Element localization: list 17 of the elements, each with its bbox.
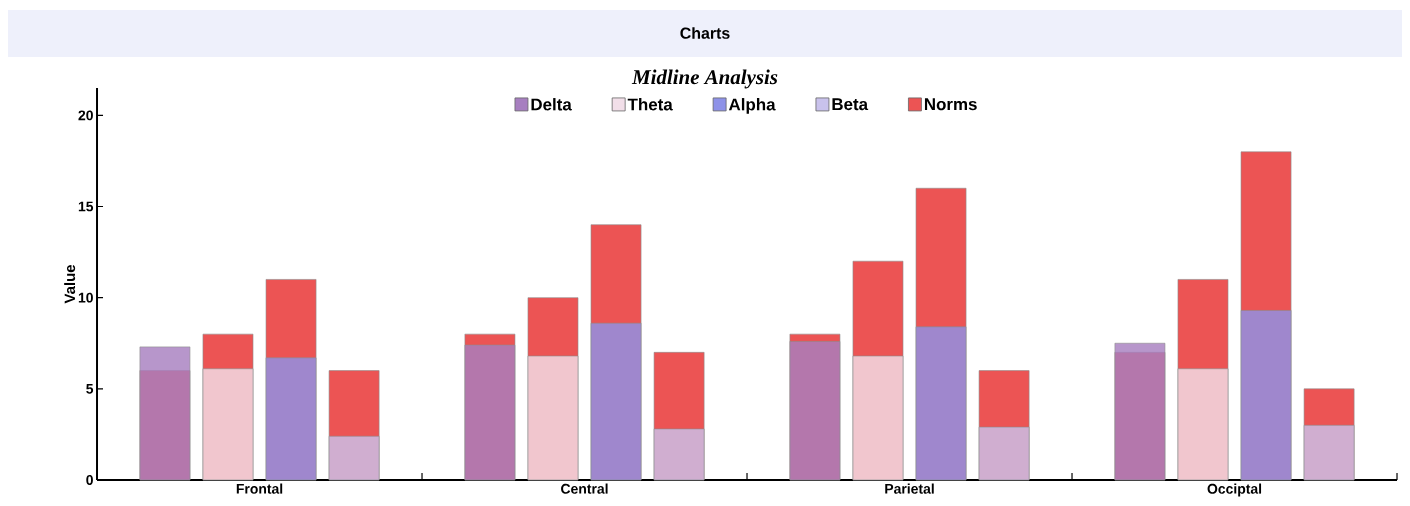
legend-label: Alpha [728, 98, 776, 114]
x-tick-label: Occiptal [1207, 483, 1262, 497]
y-tick-label: 0 [86, 475, 93, 485]
y-tick-label: 5 [86, 383, 94, 394]
legend-label: Norms [924, 98, 977, 111]
y-tick-label: 10 [78, 292, 93, 303]
x-tick-label: Frontal [236, 483, 283, 494]
legend-label: Theta [627, 98, 673, 111]
chart-title: Midline Analysis [631, 69, 778, 89]
y-tick-label: 15 [78, 201, 94, 212]
legend-label: Beta [832, 98, 869, 111]
y-tick-label: 20 [78, 110, 93, 121]
y-axis-title: Value [64, 264, 76, 304]
text: Charts [680, 27, 730, 39]
x-tick-label: Parietal [885, 483, 934, 494]
legend-label: Delta [531, 98, 572, 111]
x-tick-label: Central [561, 483, 608, 494]
